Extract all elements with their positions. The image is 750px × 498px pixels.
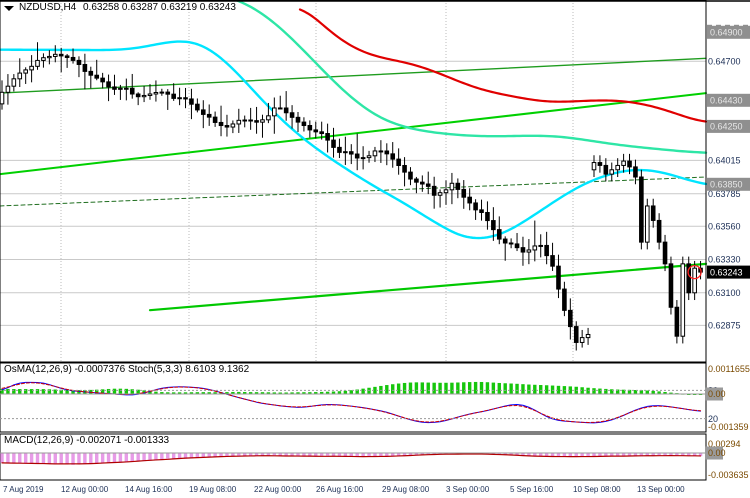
svg-text:0.64700: 0.64700 xyxy=(708,56,741,66)
svg-text:0.64430: 0.64430 xyxy=(710,96,743,106)
svg-text:7 Aug 2019: 7 Aug 2019 xyxy=(3,485,44,494)
svg-text:MACD(12,26,9) -0.002071 -0.001: MACD(12,26,9) -0.002071 -0.001333 xyxy=(4,435,170,446)
svg-text:0.00: 0.00 xyxy=(708,389,726,399)
svg-text:0.64250: 0.64250 xyxy=(710,122,743,132)
svg-text:0.63850: 0.63850 xyxy=(710,180,743,190)
svg-text:-0.001359: -0.001359 xyxy=(708,422,749,432)
svg-text:0.0011655: 0.0011655 xyxy=(708,364,750,374)
svg-text:0.63258 0.63287 0.63219 0.6324: 0.63258 0.63287 0.63219 0.63243 xyxy=(83,2,236,13)
svg-text:0.64015: 0.64015 xyxy=(708,156,741,166)
svg-text:19 Aug 08:00: 19 Aug 08:00 xyxy=(189,485,237,494)
svg-text:26 Aug 16:00: 26 Aug 16:00 xyxy=(316,485,364,494)
svg-text:0.63330: 0.63330 xyxy=(708,255,741,265)
svg-text:0.63243: 0.63243 xyxy=(710,267,743,277)
svg-text:10 Sep 08:00: 10 Sep 08:00 xyxy=(573,485,621,494)
svg-text:0.62875: 0.62875 xyxy=(708,321,741,331)
svg-text:13 Sep 00:00: 13 Sep 00:00 xyxy=(637,485,685,494)
svg-text:0.64900: 0.64900 xyxy=(710,28,743,38)
svg-text:22 Aug 00:00: 22 Aug 00:00 xyxy=(254,485,302,494)
svg-text:OsMA(12,26,9) -0.0007376 Stoc: OsMA(12,26,9) -0.0007376 Stoch(5,3,3) 8.… xyxy=(4,364,250,375)
svg-text:14 Aug 16:00: 14 Aug 16:00 xyxy=(125,485,173,494)
svg-text:0.63100: 0.63100 xyxy=(708,288,741,298)
svg-text:12 Aug 00:00: 12 Aug 00:00 xyxy=(61,485,109,494)
svg-text:3 Sep 00:00: 3 Sep 00:00 xyxy=(446,485,490,494)
svg-text:-0.003635: -0.003635 xyxy=(708,470,749,480)
svg-text:0.63560: 0.63560 xyxy=(708,221,741,231)
svg-text:5 Sep 16:00: 5 Sep 16:00 xyxy=(510,485,554,494)
svg-text:0.00: 0.00 xyxy=(708,448,726,458)
svg-text:NZDUSD,H4: NZDUSD,H4 xyxy=(19,2,77,13)
svg-text:29 Aug 08:00: 29 Aug 08:00 xyxy=(382,485,430,494)
